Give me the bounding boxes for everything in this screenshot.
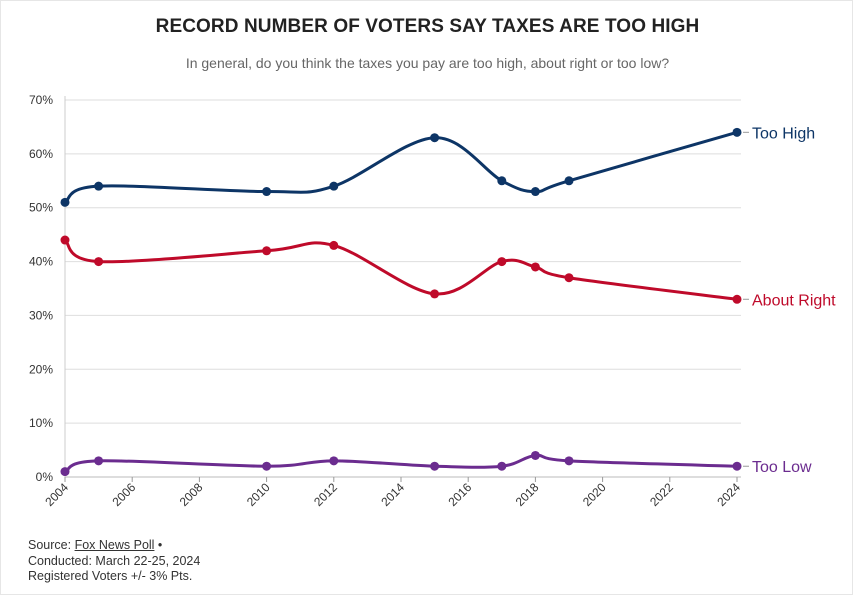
data-point-about-right [94, 257, 104, 267]
data-point-too-low [329, 456, 339, 466]
chart-title: RECORD NUMBER OF VOTERS SAY TAXES ARE TO… [155, 16, 700, 37]
data-point-about-right [530, 262, 540, 272]
chart-subtitle: In general, do you think the taxes you p… [185, 55, 670, 71]
data-point-too-low [262, 461, 272, 471]
sample-line: Registered Voters +/- 3% Pts. [28, 569, 193, 583]
data-point-about-right [60, 235, 70, 245]
y-tick-label: 0% [36, 470, 54, 484]
series-line-too-high [63, 130, 739, 204]
x-tick-label: 2022 [647, 480, 676, 509]
series-label-about-right: About Right [752, 292, 836, 309]
source-suffix: • [154, 538, 163, 552]
data-point-too-low [497, 461, 507, 471]
y-tick-label: 60% [29, 147, 53, 161]
source-link[interactable]: Fox News Poll [74, 538, 155, 552]
data-point-about-right [430, 289, 440, 299]
axis-layer: 0% 10% 20% 30% 40% 50% 60% 70% 2004 2006 2008 2010 2… [29, 93, 743, 509]
series-line-about-right [63, 238, 739, 301]
data-point-too-high [732, 127, 742, 137]
x-tick-label: 2020 [580, 480, 609, 509]
data-point-too-high [94, 181, 104, 191]
x-tick-label: 2006 [110, 480, 139, 509]
x-tick-label: 2012 [311, 480, 340, 509]
data-point-about-right [497, 257, 507, 267]
y-tick-label: 30% [29, 308, 53, 322]
x-tick-label: 2024 [714, 480, 743, 509]
x-tick-label: 2008 [177, 480, 206, 509]
chart-footer: Source: Fox News Poll • Conducted: March… [28, 538, 200, 585]
data-point-about-right [732, 294, 742, 304]
data-point-too-low [732, 461, 742, 471]
y-tick-label: 50% [29, 201, 53, 215]
series-line-too-low [63, 453, 739, 474]
x-tick-label: 2010 [244, 480, 273, 509]
series-label-too-low: Too Low [752, 459, 812, 476]
y-tick-label: 20% [29, 362, 53, 376]
data-point-too-high [530, 187, 540, 197]
x-tick-label: 2016 [446, 480, 475, 509]
x-tick-label: 2014 [378, 480, 407, 509]
data-point-too-high [60, 197, 70, 207]
x-tick-label: 2018 [513, 480, 542, 509]
y-tick-label: 40% [29, 255, 53, 269]
grid-layer [64, 96, 741, 481]
data-point-too-high [329, 181, 339, 191]
data-point-too-low [430, 461, 440, 471]
data-point-too-high [497, 176, 507, 186]
data-point-too-high [564, 176, 574, 186]
data-point-too-high [262, 187, 272, 197]
y-tick-label: 10% [29, 416, 53, 430]
data-point-about-right [564, 273, 574, 283]
x-tick-label: 2004 [42, 480, 71, 509]
data-point-about-right [329, 240, 339, 250]
source-line: Source: Fox News Poll • [28, 538, 200, 554]
label-layer: Too High About Right Too Low [743, 125, 836, 476]
conducted-line: Conducted: March 22-25, 2024 [28, 553, 201, 568]
data-point-about-right [262, 246, 272, 256]
source-prefix: Source: [28, 538, 75, 552]
data-point-too-low [94, 456, 104, 466]
series-label-too-high: Too High [752, 125, 815, 142]
data-point-too-low [564, 456, 574, 466]
data-point-too-high [430, 133, 440, 143]
series-layer [60, 127, 742, 477]
y-tick-label: 70% [29, 93, 53, 107]
data-point-too-low [530, 450, 540, 460]
data-point-too-low [60, 467, 70, 477]
